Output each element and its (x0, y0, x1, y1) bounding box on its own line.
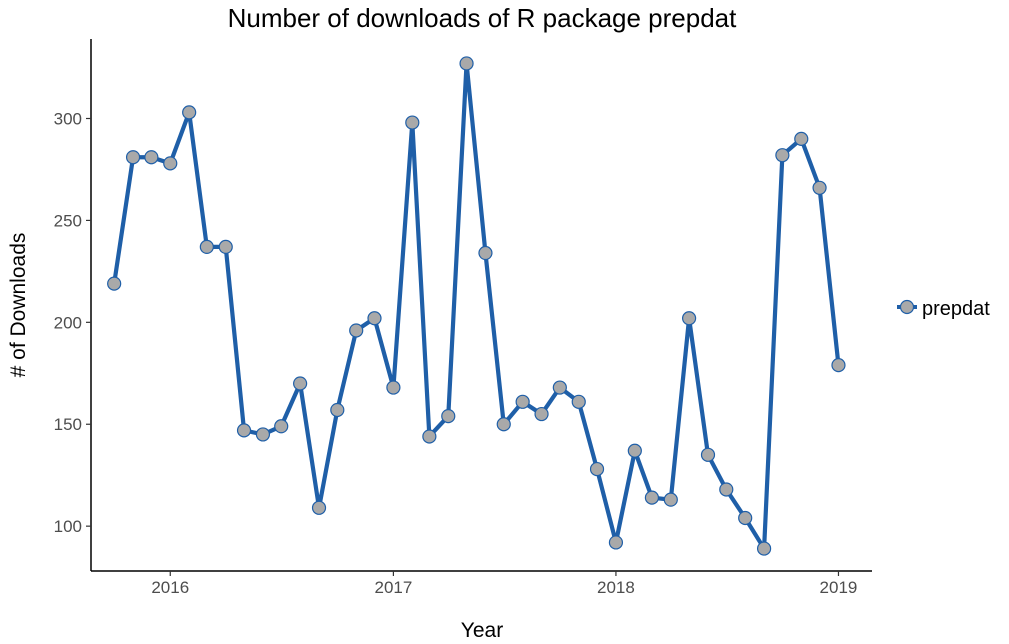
data-point (589, 461, 605, 477)
x-tick-label: 2017 (374, 578, 412, 597)
x-tick-label: 2016 (151, 578, 189, 597)
data-point (255, 427, 271, 442)
y-tick-label: 300 (54, 109, 82, 128)
data-point (515, 394, 530, 409)
data-point (496, 417, 511, 432)
data-point (719, 482, 734, 497)
data-point (163, 156, 178, 171)
y-tick-label: 150 (54, 415, 82, 434)
y-ticks: 100 150 200 250 300 (54, 109, 91, 536)
series-line (112, 61, 841, 551)
y-tick-label: 250 (54, 211, 82, 230)
x-axis-label: Year (461, 619, 503, 642)
data-point (627, 443, 642, 458)
data-point (756, 541, 772, 556)
data-point (738, 510, 753, 526)
data-point (552, 380, 567, 395)
data-point (681, 311, 697, 326)
chart-title: Number of downloads of R package prepdat (228, 3, 738, 33)
data-point (218, 239, 233, 255)
data-point (386, 380, 401, 395)
data-point (571, 394, 586, 409)
data-point (608, 535, 624, 550)
x-ticks: 2016 2017 2018 2019 (151, 571, 857, 597)
y-tick-label: 100 (54, 517, 82, 536)
x-axis: Year 2016 2017 2018 2019 (91, 570, 872, 642)
y-axis: # of Downloads 100 150 200 250 300 (7, 39, 92, 571)
data-point (311, 500, 327, 515)
data-point (199, 239, 214, 255)
data-point (794, 131, 809, 146)
data-point (107, 276, 122, 291)
y-axis-label: # of Downloads (7, 233, 30, 378)
data-point (812, 180, 827, 195)
data-point (663, 492, 678, 507)
data-point (182, 105, 197, 120)
data-point (125, 150, 141, 165)
data-point (831, 358, 846, 373)
data-point (367, 311, 382, 326)
data-point (144, 150, 159, 165)
data-point (405, 115, 420, 130)
data-point (274, 419, 289, 434)
data-point (459, 56, 474, 71)
data-point (534, 406, 549, 422)
x-tick-label: 2019 (820, 578, 858, 597)
data-point (700, 447, 716, 462)
x-tick-label: 2018 (597, 578, 635, 597)
series-layer (107, 56, 846, 556)
data-point (478, 245, 493, 261)
y-tick-label: 200 (54, 313, 82, 332)
data-point (775, 148, 790, 163)
legend-label: prepdat (922, 298, 990, 320)
data-point (330, 402, 345, 418)
data-point (236, 423, 252, 438)
data-point (349, 323, 364, 338)
data-point (441, 408, 456, 424)
legend-key-marker (899, 299, 915, 315)
data-point (293, 376, 308, 391)
data-point (644, 490, 660, 505)
data-point (422, 429, 437, 444)
legend: prepdat (897, 298, 990, 320)
